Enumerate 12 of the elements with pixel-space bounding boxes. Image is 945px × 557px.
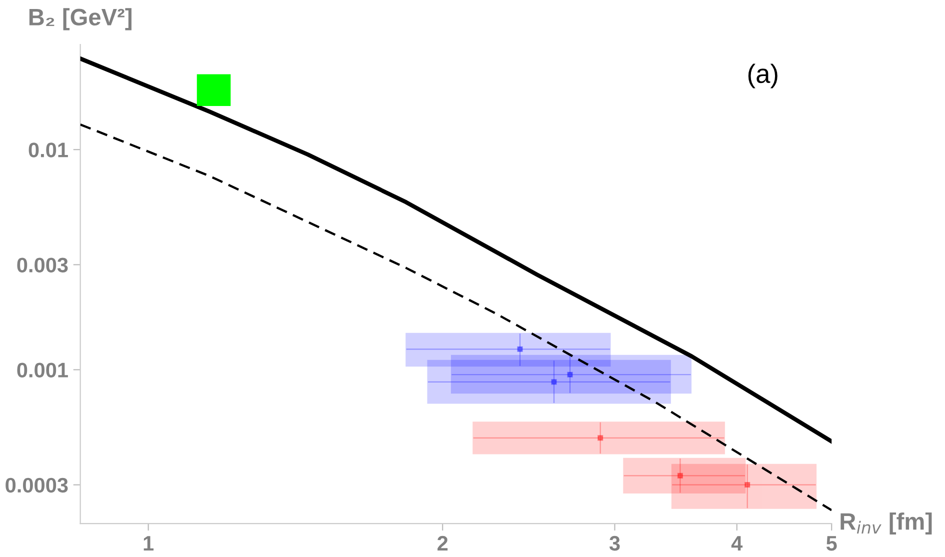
x-axis-title: R$_{inv}$ [fm] — [840, 512, 932, 534]
x-tick-label: 5 — [826, 536, 837, 551]
y-tick-label: 0.01 — [28, 142, 68, 158]
x-tick-label: 4 — [731, 536, 743, 550]
y-tick-label: 0.0003 — [6, 478, 68, 493]
y-tick-label: 0.003 — [17, 258, 68, 272]
x-tick-label: 2 — [438, 536, 448, 550]
annotation: (a) — [748, 64, 778, 88]
x-tick-label: 1 — [144, 536, 154, 550]
x-tick-label: 3 — [609, 536, 620, 551]
y-axis-title: B₂ [GeV²] — [29, 8, 132, 30]
y-tick-label: 0.001 — [17, 362, 68, 378]
